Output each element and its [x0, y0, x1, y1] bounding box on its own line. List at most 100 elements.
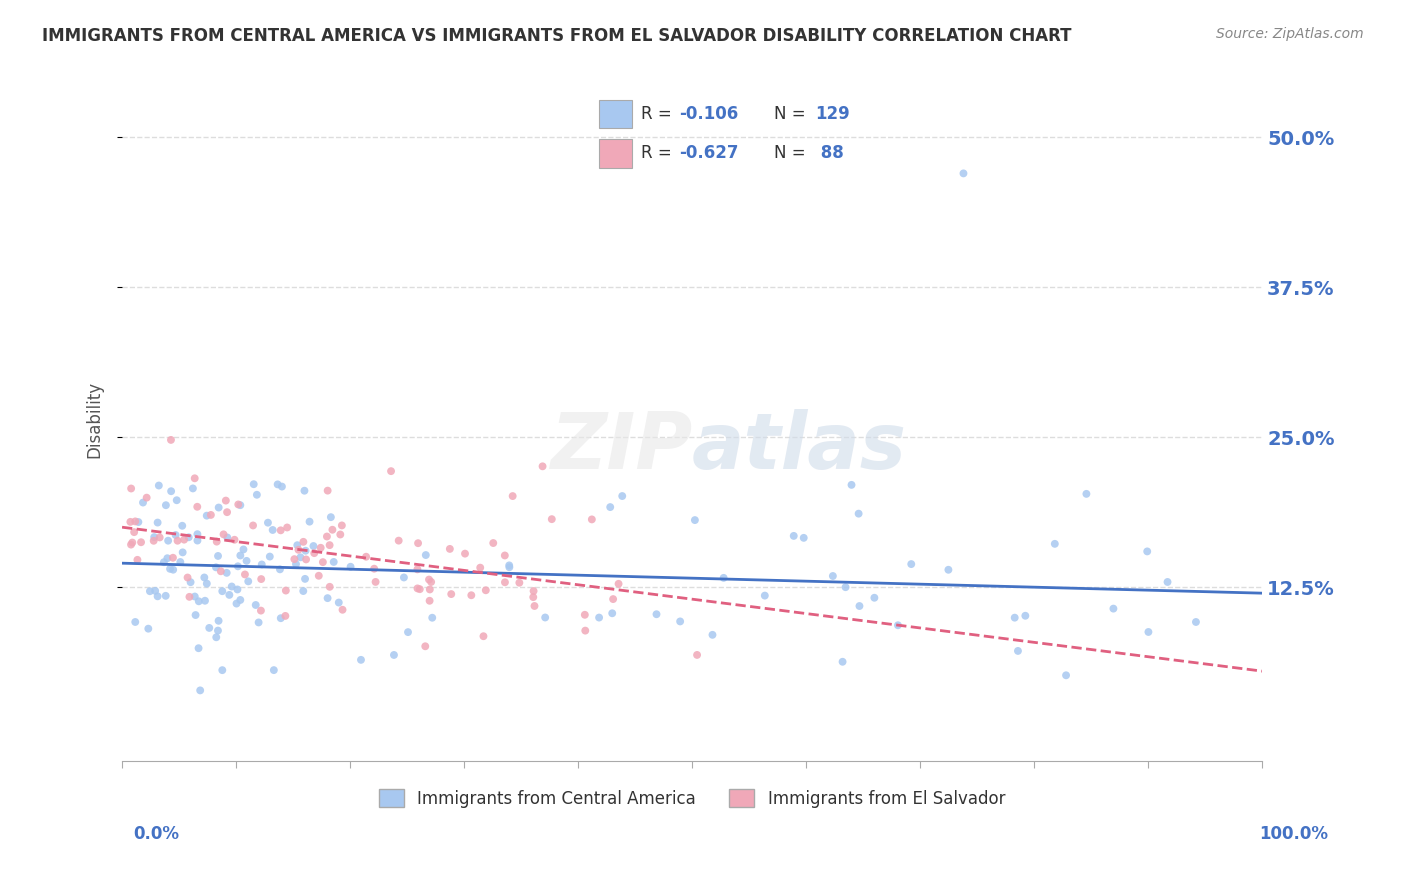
Point: [330, 518, 353, 533]
Point: [460, 588, 482, 602]
Point: [127, 515, 149, 529]
Point: [380, 464, 402, 478]
Point: [339, 559, 361, 574]
Point: [793, 531, 815, 545]
Point: [292, 584, 315, 599]
Point: [1076, 487, 1098, 501]
Point: [181, 482, 204, 496]
Point: [188, 683, 211, 698]
Point: [508, 575, 530, 590]
Point: [146, 590, 169, 604]
Point: [363, 562, 385, 576]
Point: [218, 588, 240, 602]
Point: [160, 484, 183, 499]
Point: [312, 555, 335, 569]
Point: [205, 630, 228, 644]
Point: [294, 543, 316, 558]
Point: [938, 563, 960, 577]
Point: [205, 560, 228, 574]
Point: [233, 567, 256, 582]
Point: [242, 477, 264, 491]
Point: [316, 529, 339, 543]
Point: [232, 542, 254, 557]
Point: [120, 515, 142, 529]
Point: [1014, 608, 1036, 623]
Text: -0.627: -0.627: [679, 145, 738, 162]
Point: [132, 495, 155, 509]
Point: [247, 615, 270, 630]
Point: [176, 570, 198, 584]
Point: [841, 478, 863, 492]
Point: [294, 483, 316, 498]
Point: [221, 580, 243, 594]
Text: Source: ZipAtlas.com: Source: ZipAtlas.com: [1216, 27, 1364, 41]
Point: [574, 607, 596, 622]
Point: [440, 587, 463, 601]
Point: [229, 498, 252, 512]
Point: [172, 545, 194, 559]
Point: [821, 569, 844, 583]
Point: [600, 607, 623, 621]
Point: [574, 624, 596, 638]
Point: [470, 560, 492, 574]
Point: [686, 648, 709, 662]
Text: 88: 88: [815, 145, 844, 162]
Point: [298, 515, 321, 529]
Point: [388, 533, 411, 548]
Point: [184, 590, 207, 604]
Point: [607, 577, 630, 591]
Point: [162, 550, 184, 565]
Point: [848, 507, 870, 521]
Point: [669, 615, 692, 629]
Point: [475, 583, 498, 598]
Point: [129, 535, 152, 549]
Point: [205, 534, 228, 549]
Point: [364, 574, 387, 589]
Point: [215, 493, 238, 508]
Point: [120, 538, 142, 552]
Point: [225, 597, 247, 611]
Point: [269, 562, 291, 576]
Point: [229, 549, 252, 563]
Point: [217, 531, 239, 545]
Point: [276, 520, 298, 534]
Point: [121, 535, 143, 549]
Point: [135, 491, 157, 505]
Point: [319, 580, 342, 594]
Point: [187, 594, 209, 608]
Point: [418, 573, 440, 587]
Point: [209, 564, 232, 578]
Text: -0.106: -0.106: [679, 105, 738, 123]
Point: [406, 582, 429, 596]
Point: [157, 533, 180, 548]
Point: [142, 533, 165, 548]
Point: [250, 604, 273, 618]
Point: [153, 555, 176, 569]
Point: [226, 498, 249, 512]
Point: [413, 640, 436, 654]
Point: [172, 518, 194, 533]
Point: [863, 591, 886, 605]
Point: [1137, 624, 1160, 639]
Point: [283, 552, 305, 566]
Point: [263, 663, 285, 677]
Point: [155, 498, 177, 512]
Point: [226, 582, 249, 597]
Text: ZIP: ZIP: [550, 409, 692, 484]
Point: [332, 603, 354, 617]
Point: [392, 570, 415, 584]
Point: [316, 483, 339, 498]
Point: [235, 554, 257, 568]
Point: [193, 570, 215, 584]
Point: [259, 549, 281, 564]
Point: [321, 523, 343, 537]
Point: [599, 500, 621, 514]
Point: [246, 488, 269, 502]
Point: [242, 518, 264, 533]
Point: [187, 641, 209, 656]
Point: [271, 479, 294, 493]
Point: [318, 538, 340, 552]
Point: [162, 563, 184, 577]
Point: [581, 512, 603, 526]
Point: [754, 589, 776, 603]
